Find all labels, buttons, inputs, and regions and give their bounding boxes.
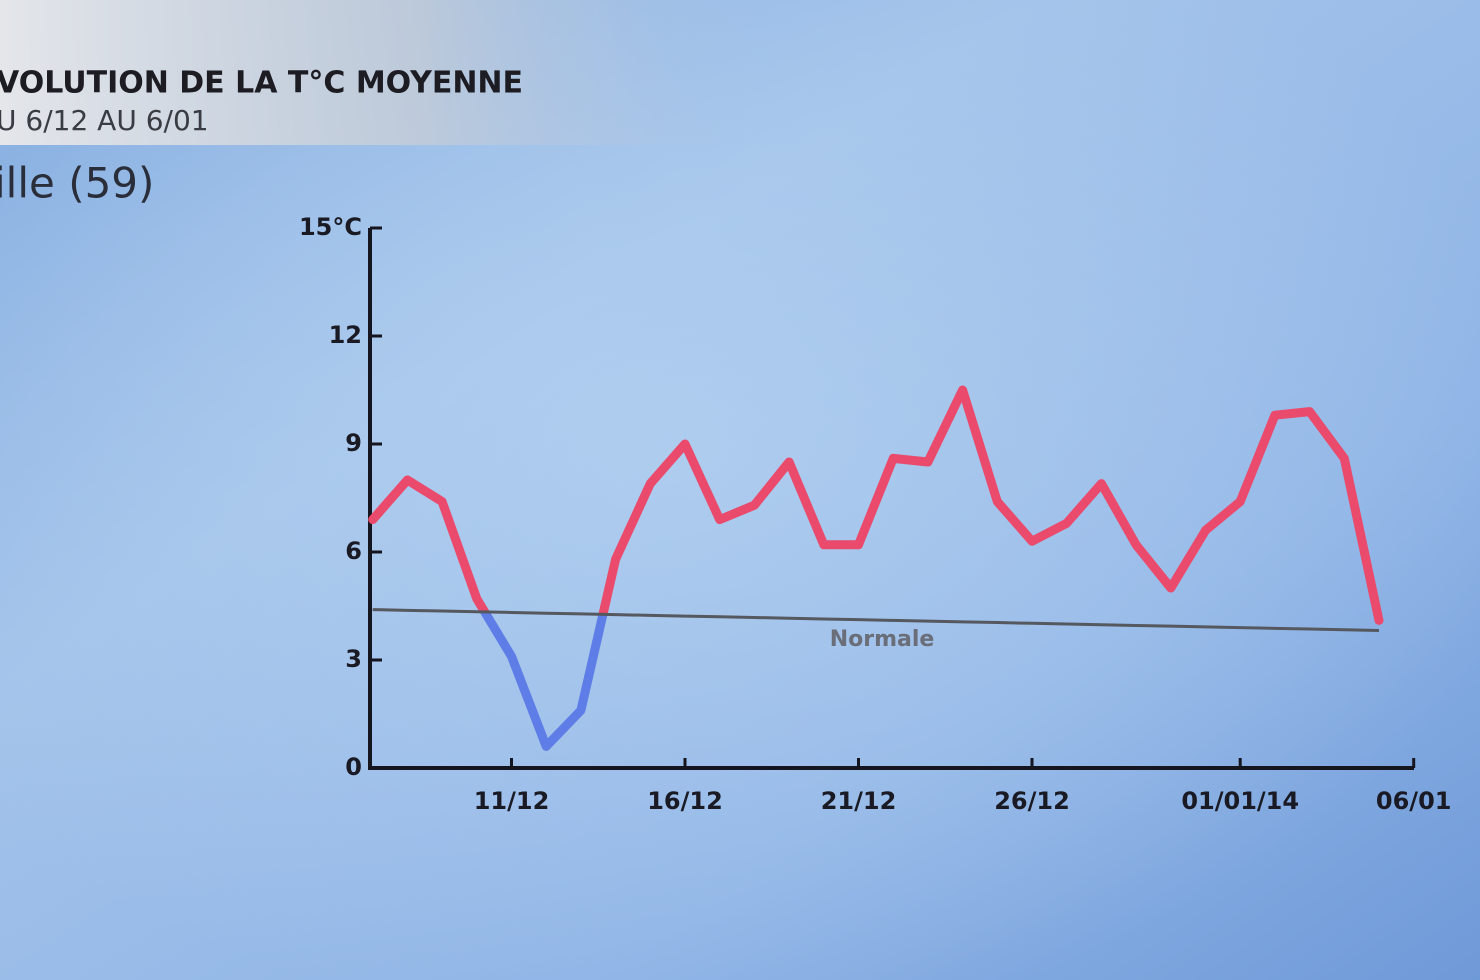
y-tick-label: 6 <box>345 537 362 565</box>
normal-line <box>372 608 1380 632</box>
x-tick-label: 01/01/14 <box>1181 787 1299 815</box>
x-tick-label: 11/12 <box>474 787 550 815</box>
x-tick-label: 06/01 <box>1376 787 1452 815</box>
temperature-line <box>368 385 1384 631</box>
x-tick-label: 26/12 <box>994 787 1070 815</box>
y-tick-label: 0 <box>345 753 362 781</box>
temperature-line-below <box>368 609 1384 751</box>
location-label: ille (59) <box>0 159 154 208</box>
y-tick-label: 15°C <box>299 213 362 241</box>
y-tick-label: 9 <box>345 429 362 457</box>
chart-title: VOLUTION DE LA T°C MOYENNE <box>0 66 523 101</box>
x-tick-label: 21/12 <box>821 787 897 815</box>
x-tick-label: 16/12 <box>647 787 723 815</box>
y-tick-label: 12 <box>329 321 362 349</box>
normal-label: Normale <box>830 627 935 652</box>
title-banner <box>0 0 760 145</box>
y-tick-label: 3 <box>345 645 362 673</box>
chart-subtitle: U 6/12 AU 6/01 <box>0 104 209 137</box>
